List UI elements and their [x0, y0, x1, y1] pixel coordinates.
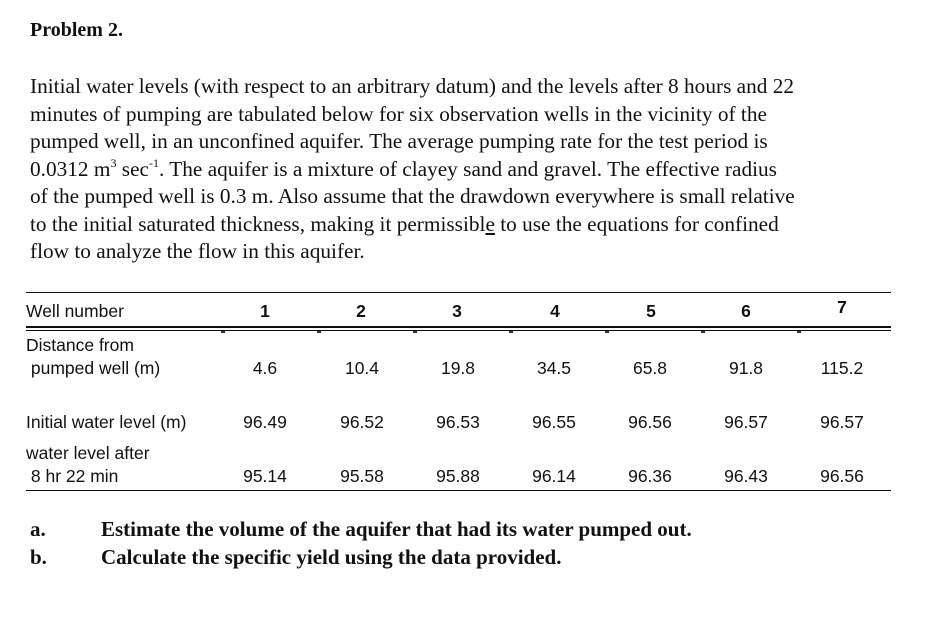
column-tick [317, 331, 321, 333]
table-cell: 34.5 [536, 358, 572, 378]
underlined-letter: e [485, 211, 495, 236]
column-tick [797, 331, 801, 333]
table-cell: 96.57 [724, 412, 768, 432]
row-label-distance-line2: pumped well (m) [26, 358, 161, 378]
header-well-2: 2 [356, 301, 366, 321]
row-label-initial-level: Initial water level (m) [26, 412, 187, 432]
column-tick [221, 331, 225, 333]
table-cell: 10.4 [344, 358, 380, 378]
question-b-letter: b. [30, 545, 47, 569]
row-label-level-after-line1: water level after [26, 443, 150, 463]
statement-line-5: of the pumped well is 0.3 m. Also assume… [30, 184, 795, 208]
statement-line-3: pumped well, in an unconfined aquifer. T… [30, 129, 768, 153]
question-a-letter: a. [30, 517, 46, 541]
problem-statement: Initial water levels (with respect to an… [30, 73, 910, 266]
question-a-text: Estimate the volume of the aquifer that … [101, 517, 692, 541]
column-tick [605, 331, 609, 333]
table-cell: 96.56 [820, 466, 864, 486]
statement-line-4-rest: . The aquifer is a mixture of clayey san… [159, 156, 777, 181]
table-cell: 96.55 [532, 412, 576, 432]
table-cell: 96.14 [532, 466, 576, 486]
table-cell: 95.88 [436, 466, 480, 486]
inverse-superscript: -1 [149, 155, 159, 170]
header-well-number: Well number [26, 301, 124, 321]
table-cell: 65.8 [632, 358, 668, 378]
table-cell: 96.56 [628, 412, 672, 432]
statement-line-1: Initial water levels (with respect to an… [30, 74, 795, 98]
table-header-rule [26, 326, 891, 328]
question-b-text: Calculate the specific yield using the d… [101, 545, 562, 569]
statement-line-6-post: to use the equations for confined [494, 211, 779, 236]
statement-line-6: to the initial saturated thickness, maki… [30, 211, 910, 239]
table-cell: 95.58 [340, 466, 384, 486]
table-cell: 96.49 [243, 412, 287, 432]
table-cell: 96.52 [340, 412, 384, 432]
table-cell: 19.8 [440, 358, 476, 378]
header-well-7: 7 [837, 297, 847, 317]
header-well-5: 5 [646, 301, 656, 321]
table-header-rule-thin [26, 330, 891, 331]
header-well-6: 6 [741, 301, 751, 321]
row-label-level-after-line2: 8 hr 22 min [26, 466, 119, 486]
table-cell: 91.8 [728, 358, 764, 378]
column-tick [413, 331, 417, 333]
table-bottom-rule [26, 490, 891, 491]
column-tick [701, 331, 705, 333]
statement-line-7: flow to analyze the flow in this aquifer… [30, 239, 365, 263]
header-well-4: 4 [550, 301, 560, 321]
header-well-1: 1 [260, 301, 270, 321]
table-cell: 96.36 [628, 466, 672, 486]
table-cell: 95.14 [243, 466, 287, 486]
statement-line-6-pre: to the initial saturated thickness, maki… [30, 211, 486, 236]
cubic-superscript: 3 [110, 155, 117, 170]
statement-line-2: minutes of pumping are tabulated below f… [30, 101, 767, 126]
row-label-distance-line1: Distance from [26, 335, 134, 355]
column-tick [509, 331, 513, 333]
header-well-3: 3 [452, 301, 462, 321]
table-cell: 96.57 [820, 412, 864, 432]
statement-line-4: 0.0312 m3 sec-1. The aquifer is a mixtur… [30, 156, 910, 184]
table-cell: 4.6 [252, 358, 278, 378]
table-cell: 96.53 [436, 412, 480, 432]
pumping-rate-value: 0.0312 m [30, 156, 111, 181]
problem-title: Problem 2. [30, 19, 123, 41]
table-cell: 96.43 [724, 466, 768, 486]
table-top-rule [26, 292, 891, 293]
sec-unit: sec [116, 156, 149, 181]
table-cell: 115.2 [820, 358, 864, 378]
